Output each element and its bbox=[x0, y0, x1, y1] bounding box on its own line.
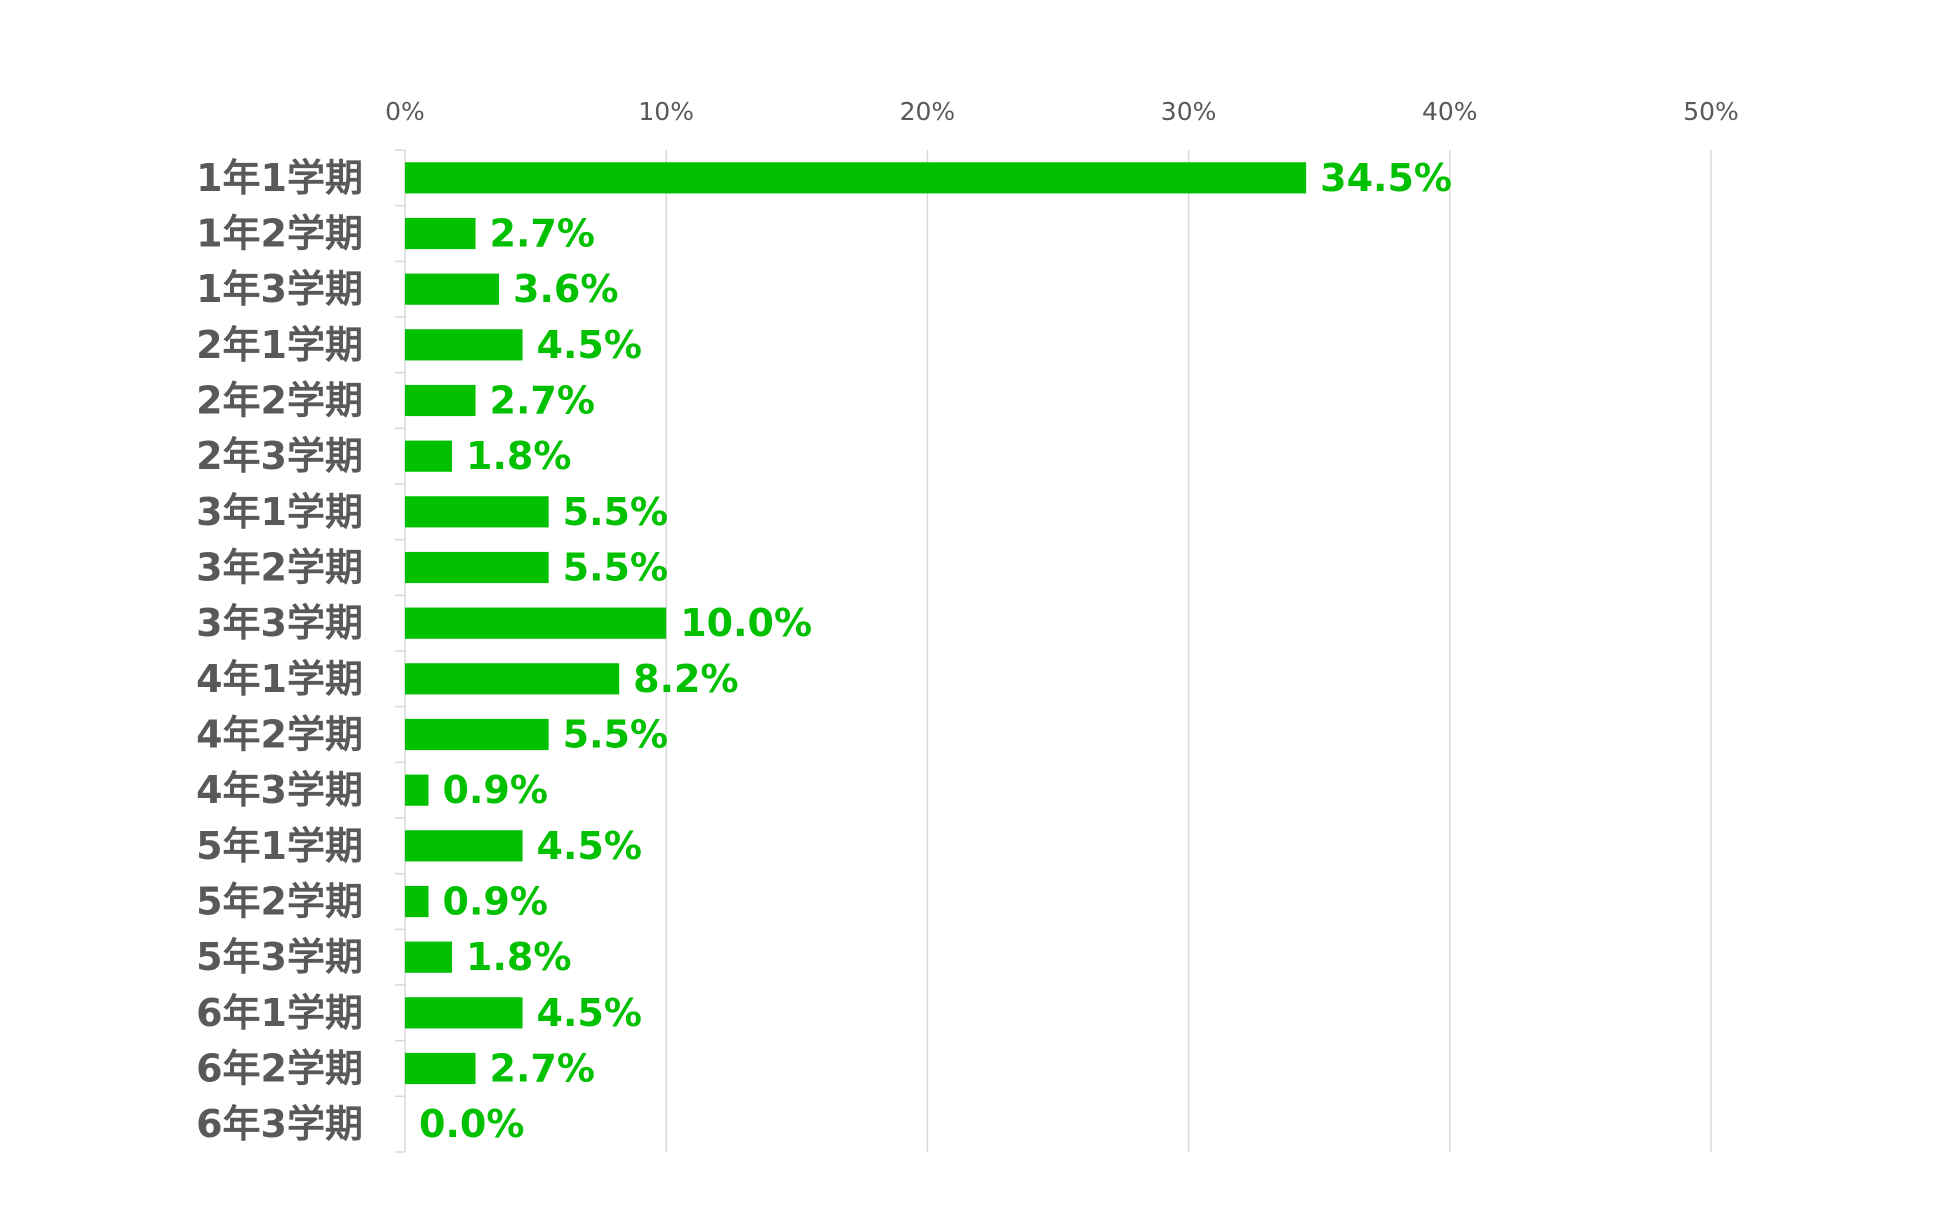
value-label: 0.9% bbox=[443, 880, 548, 924]
value-label: 4.5% bbox=[537, 323, 642, 367]
value-label: 10.0% bbox=[680, 601, 812, 645]
bar bbox=[405, 663, 620, 695]
bar bbox=[405, 997, 523, 1029]
category-label: 2年3学期 bbox=[196, 434, 363, 478]
value-label: 2.7% bbox=[490, 1047, 595, 1091]
category-label: 2年2学期 bbox=[196, 379, 363, 423]
value-label: 0.0% bbox=[419, 1102, 524, 1146]
category-label: 3年2学期 bbox=[196, 546, 363, 590]
x-tick-label: 40% bbox=[1422, 97, 1478, 126]
x-tick-label: 50% bbox=[1683, 97, 1739, 126]
bar bbox=[405, 496, 549, 528]
category-label: 1年2学期 bbox=[196, 212, 363, 256]
bar bbox=[405, 217, 476, 250]
x-tick-label: 30% bbox=[1161, 97, 1217, 126]
bar bbox=[405, 885, 429, 918]
category-label: 3年1学期 bbox=[196, 490, 363, 534]
bar bbox=[405, 162, 1307, 194]
category-label: 5年2学期 bbox=[196, 880, 363, 924]
value-label: 1.8% bbox=[466, 935, 571, 979]
value-label: 0.9% bbox=[443, 768, 548, 812]
value-label: 5.5% bbox=[563, 546, 668, 590]
value-label: 2.7% bbox=[490, 379, 595, 423]
category-label: 6年1学期 bbox=[196, 991, 363, 1035]
bar bbox=[405, 607, 667, 639]
bars bbox=[405, 162, 1307, 1085]
category-label: 3年3学期 bbox=[196, 601, 363, 645]
bar bbox=[405, 384, 476, 417]
category-labels: 1年1学期 1年2学期 1年3学期 2年1学期 2年2学期 2年3学期 3年1学期 3年2学期… bbox=[196, 156, 363, 1146]
bar bbox=[405, 941, 453, 973]
value-label: 34.5% bbox=[1320, 156, 1452, 200]
value-label: 3.6% bbox=[513, 267, 618, 311]
bar bbox=[405, 273, 500, 305]
x-tick-label: 0% bbox=[385, 97, 425, 126]
value-labels: 34.5% 2.7% 3.6% 4.5% 2.7% 1.8% 5.5% 5.5% 10.0% 8.… bbox=[419, 156, 1452, 1146]
category-label: 6年3学期 bbox=[196, 1102, 363, 1146]
value-label: 5.5% bbox=[563, 490, 668, 534]
bar bbox=[405, 830, 523, 862]
x-tick-label: 10% bbox=[638, 97, 694, 126]
category-label: 4年1学期 bbox=[196, 657, 363, 701]
value-label: 4.5% bbox=[537, 824, 642, 868]
gridlines bbox=[395, 149, 1712, 1153]
value-label: 4.5% bbox=[537, 991, 642, 1035]
value-label: 1.8% bbox=[466, 434, 571, 478]
category-label: 6年2学期 bbox=[196, 1047, 363, 1091]
bar bbox=[405, 551, 549, 584]
bar bbox=[405, 774, 429, 806]
bar bbox=[405, 329, 523, 361]
value-label: 8.2% bbox=[633, 657, 738, 701]
category-label: 4年3学期 bbox=[196, 768, 363, 812]
category-label: 4年2学期 bbox=[196, 713, 363, 757]
x-tick-label: 20% bbox=[900, 97, 956, 126]
category-label: 2年1学期 bbox=[196, 323, 363, 367]
value-label: 5.5% bbox=[563, 713, 668, 757]
category-label: 1年3学期 bbox=[196, 267, 363, 311]
x-axis-tick-labels: 0% 10% 20% 30% 40% 50% bbox=[385, 97, 1739, 126]
value-label: 2.7% bbox=[490, 212, 595, 256]
bar bbox=[405, 440, 453, 472]
bar bbox=[405, 718, 549, 751]
category-label: 5年1学期 bbox=[196, 824, 363, 868]
category-label: 1年1学期 bbox=[196, 156, 363, 200]
category-label: 5年3学期 bbox=[196, 935, 363, 979]
bar bbox=[405, 1052, 476, 1085]
